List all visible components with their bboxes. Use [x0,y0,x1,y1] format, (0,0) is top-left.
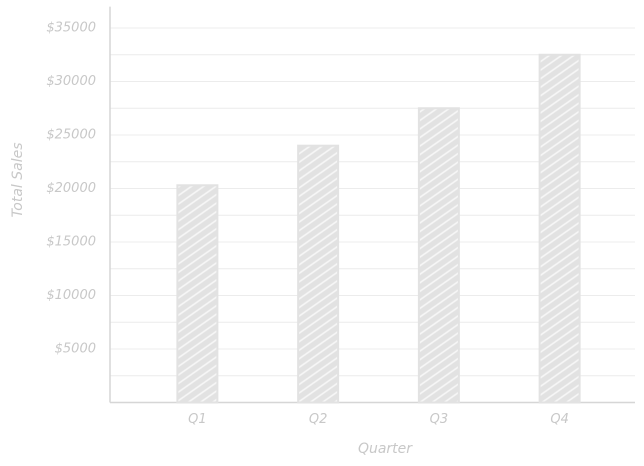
x-tick-label: Q1 [188,412,207,427]
y-tick-label: $35000 [46,21,96,36]
y-tick-label: $20000 [46,181,96,196]
y-tick-label: $10000 [46,288,96,303]
y-tick-label: $25000 [46,128,96,143]
y-axis-title: Total Sales [10,142,26,217]
bar [176,184,219,404]
x-tick-label: Q4 [550,412,569,427]
x-tick-label: Q2 [309,412,328,427]
y-tick-label: $15000 [46,235,96,250]
bar [417,107,460,404]
bar [538,53,581,404]
bar [297,144,340,404]
y-tick-label: $5000 [55,342,96,357]
x-axis-title: Quarter [358,441,413,457]
y-tick-label: $30000 [46,74,96,89]
x-tick-label: Q3 [430,412,449,427]
